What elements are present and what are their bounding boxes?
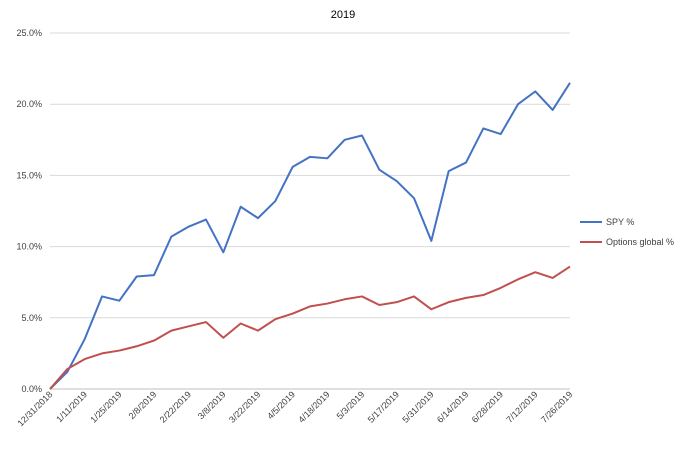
x-tick-label: 7/26/2019 [539,389,574,424]
x-axis-ticks: 12/31/2018 1/11/2019 1/25/2019 2/8/2019 2/22… [15,389,574,428]
chart-title: 2019 [331,9,355,21]
x-tick-label: 3/8/2019 [196,389,228,421]
y-tick-label: 15.0% [16,170,42,180]
series-line-2 [49,265,571,390]
x-tick-label: 2/8/2019 [127,389,159,421]
x-tick-label: 1/11/2019 [54,389,89,424]
y-axis-ticks: 0.0% 5.0% 10.0% 15.0% 20.0% 25.0% [16,28,42,394]
series-lines [49,82,571,390]
y-tick-label: 25.0% [16,28,42,38]
series-line-1 [49,82,571,390]
y-tick-label: 20.0% [16,99,42,109]
x-tick-label: 6/14/2019 [435,389,470,424]
x-tick-label: 7/12/2019 [504,389,539,424]
x-tick-label: 4/5/2019 [265,389,297,421]
legend-label: Options global % [606,237,674,247]
x-tick-label: 4/18/2019 [296,389,331,424]
y-tick-label: 5.0% [21,313,42,323]
x-tick-label: 5/3/2019 [335,389,367,421]
y-tick-label: 10.0% [16,242,42,252]
legend: SPY % Options global % [580,217,674,247]
x-tick-label: 3/22/2019 [227,389,262,424]
x-tick-label: 5/31/2019 [400,389,435,424]
gridlines [50,32,570,390]
x-tick-label: 5/17/2019 [366,389,401,424]
legend-label: SPY % [606,217,634,227]
y-tick-label: 0.0% [21,384,42,394]
x-tick-label: 12/31/2018 [15,389,54,428]
x-tick-label: 1/25/2019 [88,389,123,424]
x-tick-label: 2/22/2019 [158,389,193,424]
x-tick-label: 6/28/2019 [470,389,505,424]
